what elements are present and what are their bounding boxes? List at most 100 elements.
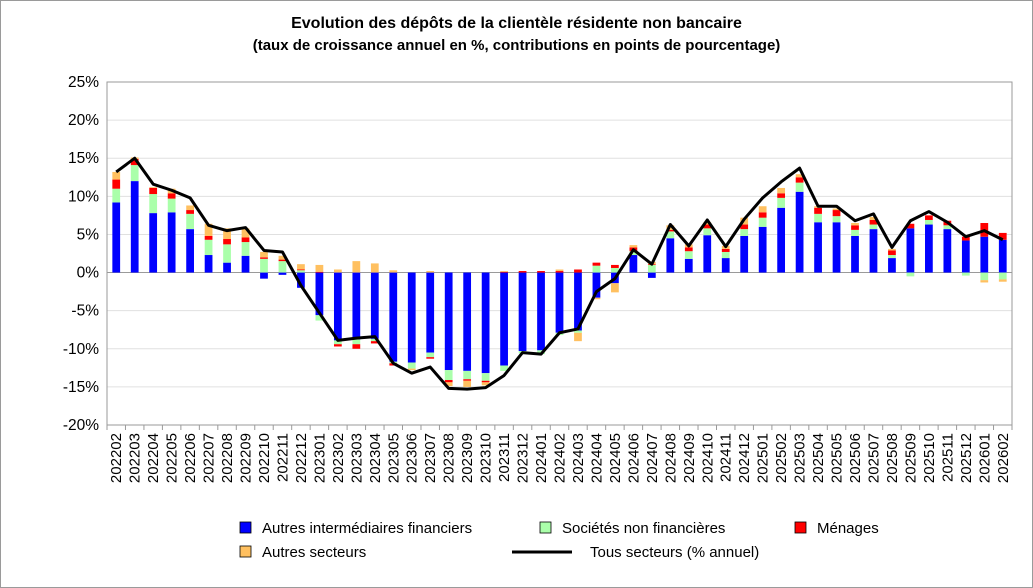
total-series-line xyxy=(115,156,1004,391)
bar-segment xyxy=(721,258,730,273)
bar-segment xyxy=(315,315,324,321)
bar-segment xyxy=(574,332,582,342)
bar-segment xyxy=(869,216,878,220)
bar-segment xyxy=(795,191,804,273)
bar-segment xyxy=(278,272,287,275)
bar-segment xyxy=(481,272,490,374)
x-tick-label: 202412 xyxy=(736,433,753,483)
bar-segment xyxy=(352,272,361,340)
x-tick-label: 202203 xyxy=(127,433,144,483)
bar-segment xyxy=(814,222,822,273)
bar-segment xyxy=(943,229,952,273)
x-tick-label: 202307 xyxy=(422,433,439,483)
y-tick-label: -15% xyxy=(63,379,99,396)
bar-segment xyxy=(407,272,416,363)
bar-segment xyxy=(444,382,453,387)
bars xyxy=(112,157,1007,387)
bar-segment xyxy=(721,251,730,259)
x-tick-label: 202401 xyxy=(533,433,550,483)
legend-swatch xyxy=(794,521,807,534)
bar-segment xyxy=(888,255,896,259)
bar-segment xyxy=(223,228,231,240)
bar-segment xyxy=(241,228,250,238)
bar-segment xyxy=(869,219,878,225)
bar-segment xyxy=(629,251,638,256)
bar-segment xyxy=(130,181,139,273)
legend-label: Autres intermédiaires financiers xyxy=(262,520,472,537)
bar-segment xyxy=(758,226,767,273)
bar-segment xyxy=(186,213,194,230)
x-tick-label: 202411 xyxy=(718,433,735,482)
bar-segment xyxy=(167,193,176,199)
bar-segment xyxy=(592,297,601,300)
bar-segment xyxy=(721,248,730,252)
bar-segment xyxy=(407,362,416,369)
bar-segment xyxy=(795,177,804,183)
bar-segment xyxy=(278,261,287,273)
gridlines xyxy=(107,81,1012,426)
bar-segment xyxy=(925,224,933,273)
bar-segment xyxy=(204,239,213,256)
x-tick-label: 202509 xyxy=(902,433,919,483)
bar-segment xyxy=(777,187,786,194)
bar-segment xyxy=(518,272,527,352)
bar-segment xyxy=(444,380,453,383)
x-tick-label: 202309 xyxy=(459,433,476,483)
y-tick-label: -20% xyxy=(63,417,99,434)
bar-segment xyxy=(463,380,472,387)
bar-segment xyxy=(629,255,638,273)
bar-segment xyxy=(297,270,305,273)
total-line xyxy=(115,156,1004,391)
x-tick-label: 202405 xyxy=(607,433,624,483)
bar-segment xyxy=(370,263,379,273)
x-tick-label: 202507 xyxy=(865,433,882,483)
bar-segment xyxy=(260,272,268,279)
bar-segment xyxy=(611,264,619,268)
legend-label: Ménages xyxy=(817,520,879,537)
bar-segment xyxy=(204,255,213,273)
bar-segment xyxy=(333,269,342,273)
bar-segment xyxy=(703,228,712,236)
bar-segment xyxy=(814,207,822,214)
x-tick-label: 202407 xyxy=(644,433,661,483)
bar-segment xyxy=(647,264,656,273)
bar-segment xyxy=(684,247,693,252)
bar-segment xyxy=(740,224,749,230)
y-tick-label: 10% xyxy=(68,188,99,205)
x-tick-label: 202511 xyxy=(939,433,956,482)
bar-segment xyxy=(980,272,989,281)
bar-segment xyxy=(149,194,158,214)
legend-swatch xyxy=(239,545,252,558)
bar-segment xyxy=(352,344,361,349)
bar-segment xyxy=(481,373,490,381)
bar-segment xyxy=(869,224,878,230)
bar-segment xyxy=(444,272,453,371)
bar-segment xyxy=(555,269,564,272)
bar-segment xyxy=(518,271,527,273)
y-tick-label: 5% xyxy=(77,226,100,243)
y-tick-label: -10% xyxy=(63,341,99,358)
bar-segment xyxy=(888,258,896,273)
bar-segment xyxy=(925,215,933,220)
bar-segment xyxy=(500,271,508,272)
bar-segment xyxy=(112,202,121,273)
bar-segment xyxy=(500,272,508,366)
bar-segment xyxy=(980,280,989,283)
legend-label: Sociétés non financières xyxy=(562,520,725,537)
bar-segment xyxy=(703,224,712,229)
bar-segment xyxy=(426,272,435,353)
bar-segment xyxy=(629,245,638,248)
bar-segment xyxy=(777,207,786,273)
x-tick-label: 202304 xyxy=(367,433,384,483)
bar-segment xyxy=(149,187,158,188)
bar-segment xyxy=(315,264,324,272)
bar-segment xyxy=(998,239,1007,273)
bar-segment xyxy=(426,357,435,359)
x-tick-label: 202311 xyxy=(496,433,513,482)
legend: Autres intermédiaires financiers Sociétés… xyxy=(239,520,879,561)
bar-segment xyxy=(463,370,472,380)
axes xyxy=(106,81,1013,430)
x-tick-label: 202312 xyxy=(515,433,532,483)
bar-segment xyxy=(315,272,324,316)
bar-segment xyxy=(186,210,194,214)
